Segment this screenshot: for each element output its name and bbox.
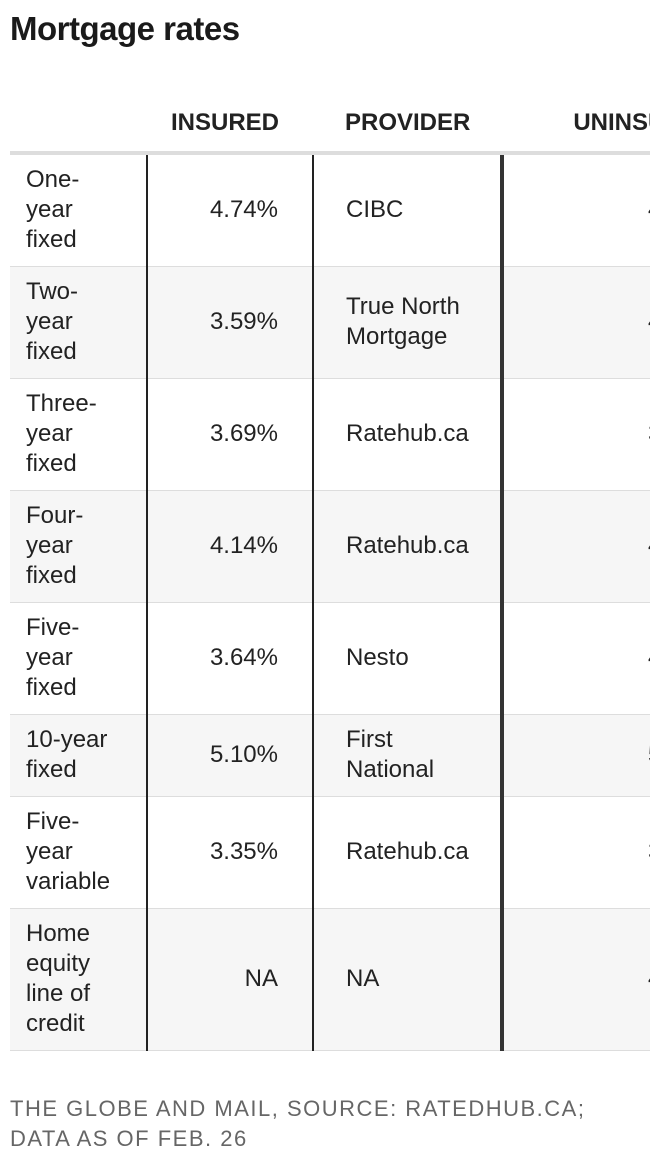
provider: NA <box>312 908 502 1051</box>
insured-rate: 4.74% <box>146 153 313 267</box>
insured-rate: 3.64% <box>146 602 313 715</box>
uninsured-rate: 3.94% <box>500 378 650 491</box>
source-note: THE GLOBE AND MAIL, SOURCE: RATEDHUB.CA;… <box>10 1096 586 1151</box>
uninsured-rate: 5.10% <box>500 714 650 797</box>
column-header: UNINSURED <box>502 95 650 155</box>
provider: First National <box>312 714 502 797</box>
provider: CIBC <box>312 153 502 267</box>
insured-rate: 4.14% <box>146 490 313 603</box>
term: Five-year fixed <box>10 602 147 715</box>
uninsured-rate: 4.19% <box>500 602 650 715</box>
insured-rate: 5.10% <box>146 714 313 797</box>
header-blank <box>10 95 147 155</box>
insured-rate: 3.69% <box>146 378 313 491</box>
uninsured-rate: 4.29% <box>500 490 650 603</box>
provider: Nesto <box>312 602 502 715</box>
term: 10-year fixed <box>10 714 147 797</box>
header-row: INSUREDPROVIDERUNINSURED <box>10 95 650 155</box>
insured-rate: NA <box>146 908 313 1051</box>
uninsured-rate: 3.75% <box>500 796 650 909</box>
uninsured-rate: 4.95% <box>500 908 650 1051</box>
term: Five-year variable <box>10 796 147 909</box>
rates-table: INSUREDPROVIDERUNINSURED One-year fixed4… <box>10 95 650 1051</box>
provider: Ratehub.ca <box>312 796 502 909</box>
provider: True North Mortgage <box>312 266 502 379</box>
table-wrap: INSUREDPROVIDERUNINSURED One-year fixed4… <box>10 95 650 1051</box>
insured-rate: 3.59% <box>146 266 313 379</box>
provider: Ratehub.ca <box>312 490 502 603</box>
insured-rate: 3.35% <box>146 796 313 909</box>
provider: Ratehub.ca <box>312 378 502 491</box>
term: Two-year fixed <box>10 266 147 379</box>
column-header: INSURED <box>147 95 313 155</box>
column-header: PROVIDER <box>313 95 502 155</box>
table-row: Home equity line of creditNANA4.95% <box>10 908 650 1051</box>
term: Three-year fixed <box>10 378 147 491</box>
term: Four-year fixed <box>10 490 147 603</box>
uninsured-rate: 4.29% <box>500 266 650 379</box>
term: One-year fixed <box>10 153 147 267</box>
uninsured-rate: 4.74% <box>500 153 650 267</box>
term: Home equity line of credit <box>10 908 147 1051</box>
title: Mortgage rates <box>10 10 240 47</box>
